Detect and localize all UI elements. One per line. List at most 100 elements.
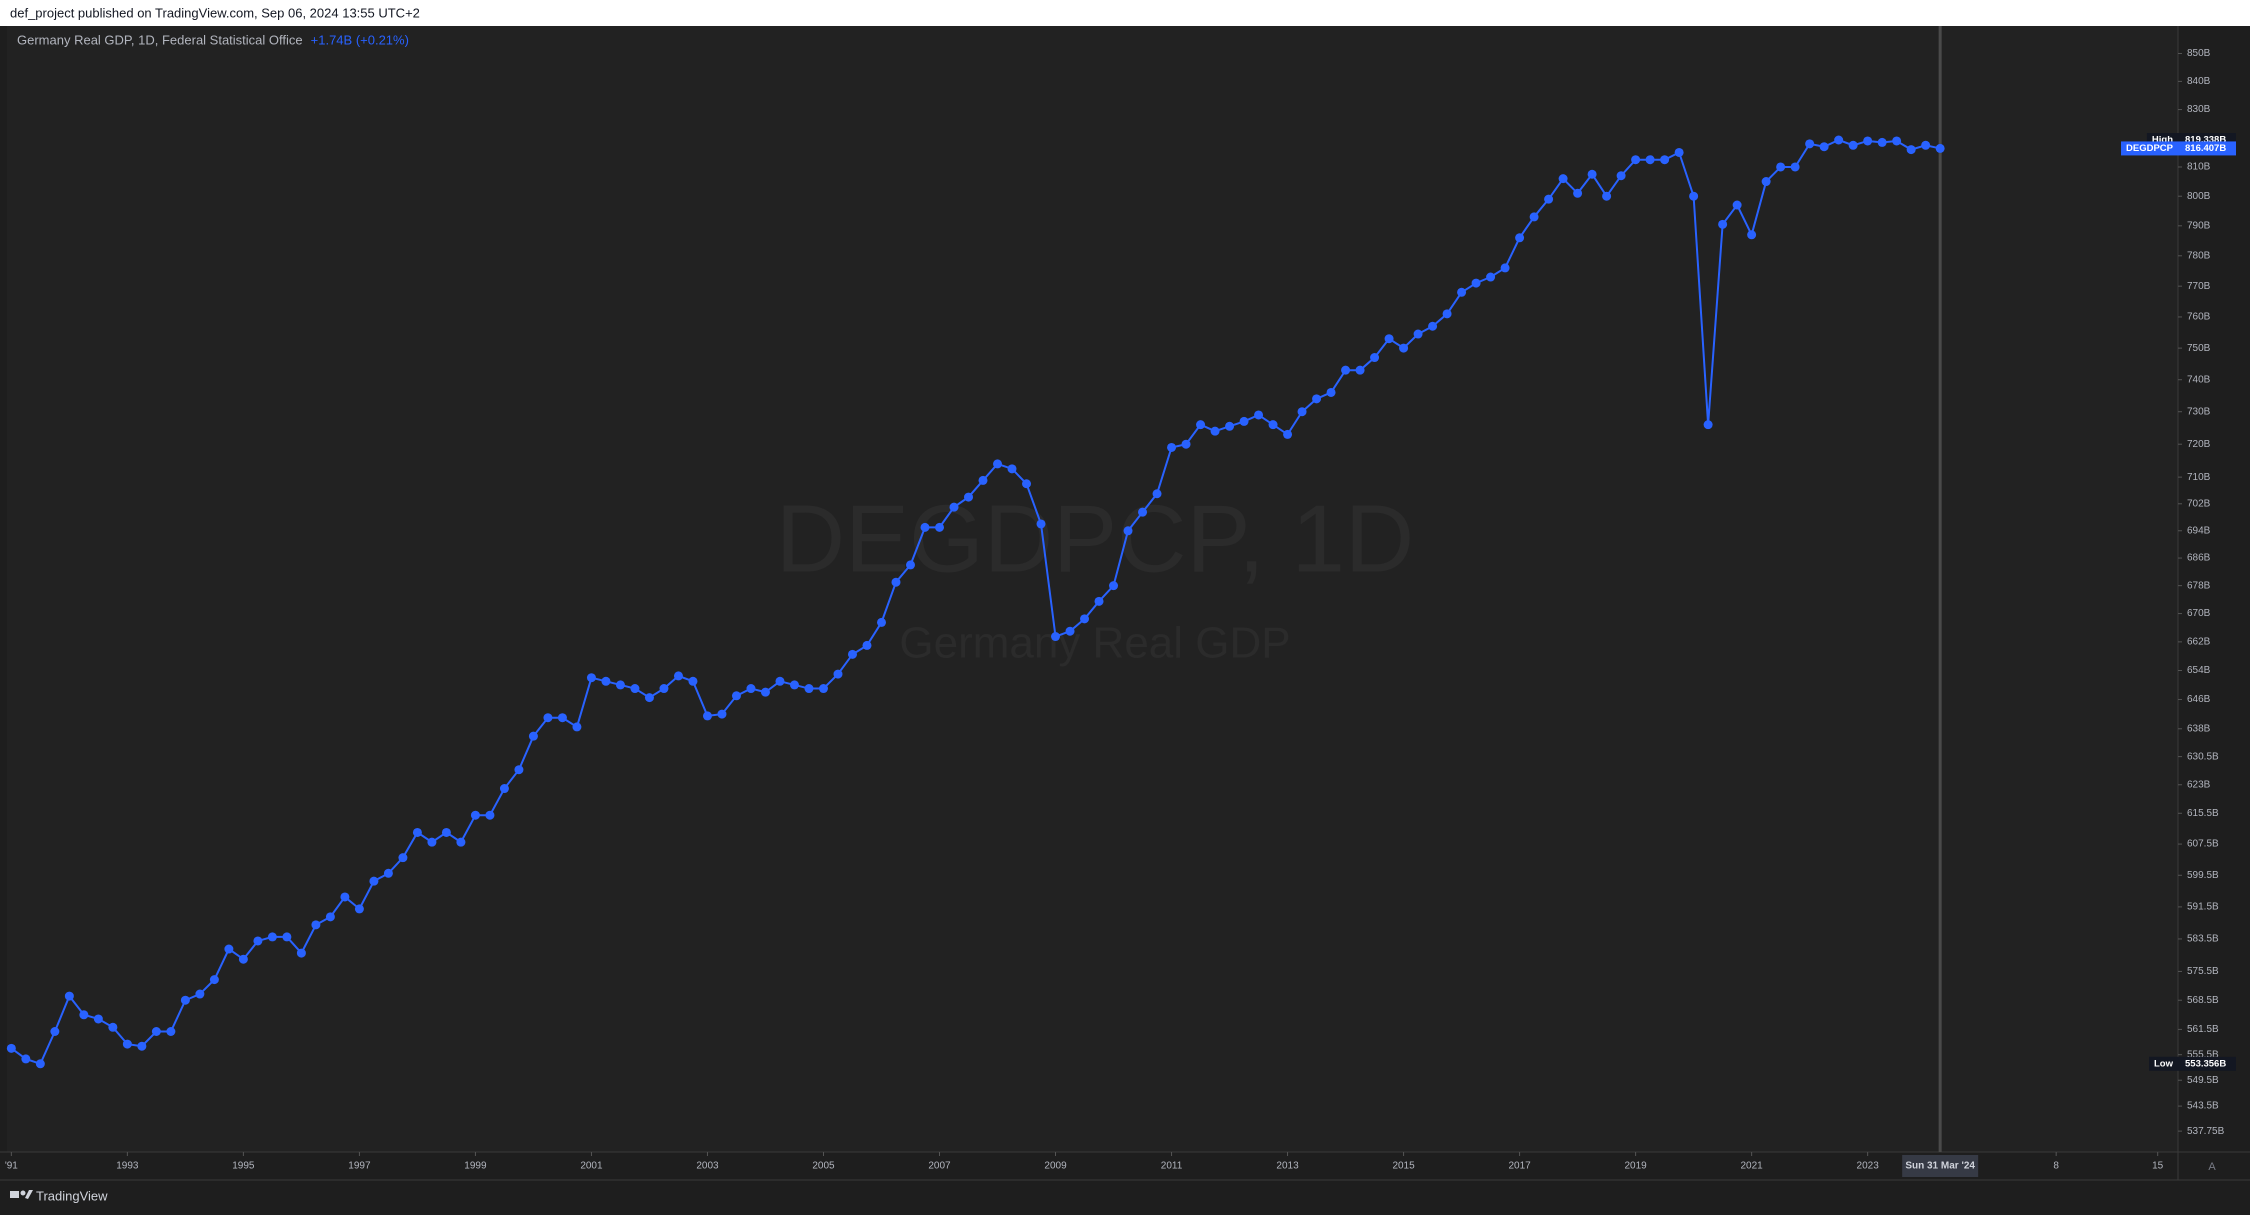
- x-tick-label: 2005: [812, 1161, 835, 1172]
- data-point: [122, 1039, 132, 1049]
- data-point: [1268, 420, 1278, 430]
- data-point: [1181, 439, 1191, 449]
- y-tick-label: 599.5B: [2187, 870, 2219, 881]
- data-point: [470, 810, 480, 820]
- x-tick-label: 2009: [1044, 1161, 1067, 1172]
- data-point: [1123, 526, 1133, 536]
- data-point: [1558, 174, 1568, 184]
- y-tick-label: 710B: [2187, 472, 2211, 483]
- data-point: [847, 649, 857, 659]
- data-point: [964, 492, 974, 502]
- data-point: [1544, 194, 1554, 204]
- auto-scale-button[interactable]: A: [2208, 1161, 2216, 1173]
- data-point: [1370, 353, 1380, 363]
- data-point: [1283, 429, 1293, 439]
- data-point: [383, 868, 393, 878]
- y-tick-label: 790B: [2187, 220, 2211, 231]
- data-point: [876, 617, 886, 627]
- y-tick-label: 750B: [2187, 343, 2211, 354]
- y-tick-label: 850B: [2187, 48, 2211, 59]
- data-point: [456, 837, 466, 847]
- data-point: [195, 989, 205, 999]
- data-point: [1210, 426, 1220, 436]
- x-tick-label: 2021: [1741, 1161, 1764, 1172]
- data-point: [1616, 171, 1626, 181]
- data-point: [499, 784, 509, 794]
- data-point: [1355, 365, 1365, 375]
- data-point: [166, 1026, 176, 1036]
- logo[interactable]: TradingView: [10, 1188, 108, 1203]
- x-tick-label: 2003: [696, 1161, 719, 1172]
- data-point: [978, 475, 988, 485]
- data-point: [717, 709, 727, 719]
- data-point: [688, 676, 698, 686]
- data-point: [238, 954, 248, 964]
- data-point: [1341, 365, 1351, 375]
- data-point: [572, 722, 582, 732]
- data-point: [1587, 169, 1597, 179]
- data-point: [35, 1059, 45, 1069]
- data-point: [1326, 387, 1336, 397]
- x-tick-label: '91: [5, 1161, 18, 1172]
- data-point: [818, 684, 828, 694]
- y-tick-label: 760B: [2187, 312, 2211, 323]
- data-point: [833, 669, 843, 679]
- legend-title: Germany Real GDP, 1D, Federal Statistica…: [17, 32, 303, 47]
- crosshair-label-box: [1902, 1155, 1979, 1177]
- data-point: [1863, 136, 1873, 146]
- data-point: [253, 936, 263, 946]
- data-point: [891, 577, 901, 587]
- data-point: [775, 676, 785, 686]
- y-tick-label: 537.75B: [2187, 1126, 2225, 1137]
- y-tick-label: 575.5B: [2187, 966, 2219, 977]
- x-tick-label: 2023: [1857, 1161, 1880, 1172]
- data-point: [862, 640, 872, 650]
- data-point: [659, 684, 669, 694]
- data-point: [949, 502, 959, 512]
- data-point: [1529, 212, 1539, 222]
- data-point: [1413, 329, 1423, 339]
- footer-brand: TradingView: [36, 1188, 108, 1203]
- data-point: [1935, 143, 1945, 153]
- y-tick-label: 591.5B: [2187, 902, 2219, 913]
- data-point: [1428, 321, 1438, 331]
- data-point: [746, 684, 756, 694]
- data-point: [644, 693, 654, 703]
- price-label-name: High: [2152, 135, 2173, 146]
- header-text: def_project published on TradingView.com…: [10, 5, 420, 20]
- data-point: [1399, 343, 1409, 353]
- y-tick-label: 800B: [2187, 191, 2211, 202]
- price-label-box: [2178, 141, 2236, 156]
- data-point: [1515, 233, 1525, 243]
- data-point: [1761, 177, 1771, 187]
- data-point: [1109, 581, 1119, 591]
- data-point: [1703, 420, 1713, 430]
- price-label-name: DEGDPCP: [2126, 143, 2174, 154]
- x-tick-label: 2019: [1624, 1161, 1647, 1172]
- data-point: [1384, 334, 1394, 344]
- x-tick-label: 2015: [1392, 1161, 1415, 1172]
- data-point: [905, 560, 915, 570]
- plot-area: [7, 26, 2178, 1152]
- data-point: [1602, 191, 1612, 201]
- data-point: [137, 1041, 147, 1051]
- data-point: [1631, 155, 1641, 165]
- data-point: [1848, 140, 1858, 150]
- data-point: [1152, 489, 1162, 499]
- data-point: [311, 920, 321, 930]
- data-point: [1645, 155, 1655, 165]
- data-point: [151, 1026, 161, 1036]
- price-label-name: Low: [2154, 1058, 2174, 1069]
- data-point: [325, 912, 335, 922]
- data-point: [1051, 632, 1061, 642]
- y-tick-label: 543.5B: [2187, 1101, 2219, 1112]
- data-point: [1819, 142, 1829, 152]
- data-point: [369, 876, 379, 886]
- data-point: [1689, 191, 1699, 201]
- data-point: [296, 948, 306, 958]
- crosshair-label: Sun 31 Mar '24: [1905, 1161, 1975, 1172]
- top-bar: [0, 0, 2250, 26]
- y-tick-label: 720B: [2187, 439, 2211, 450]
- watermark-subtitle: Germany Real GDP: [899, 619, 1290, 668]
